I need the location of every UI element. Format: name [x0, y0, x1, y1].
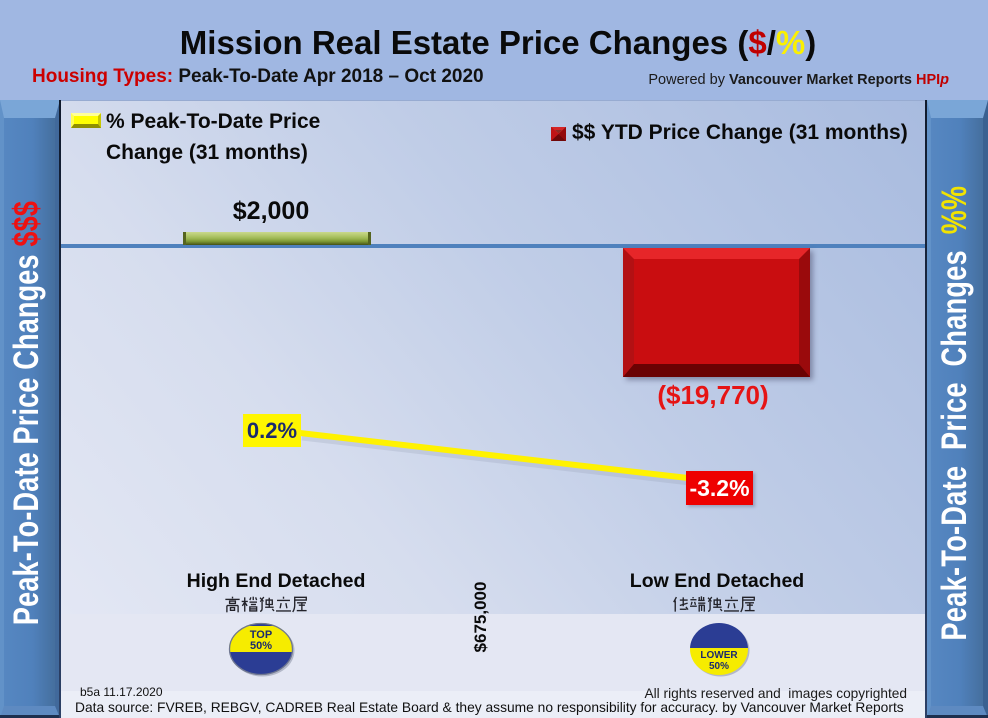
svg-text:50%: 50% — [709, 661, 729, 672]
svg-text:TOP: TOP — [250, 629, 272, 641]
svg-text:50%: 50% — [250, 640, 272, 652]
svg-text:LOWER: LOWER — [700, 650, 738, 661]
